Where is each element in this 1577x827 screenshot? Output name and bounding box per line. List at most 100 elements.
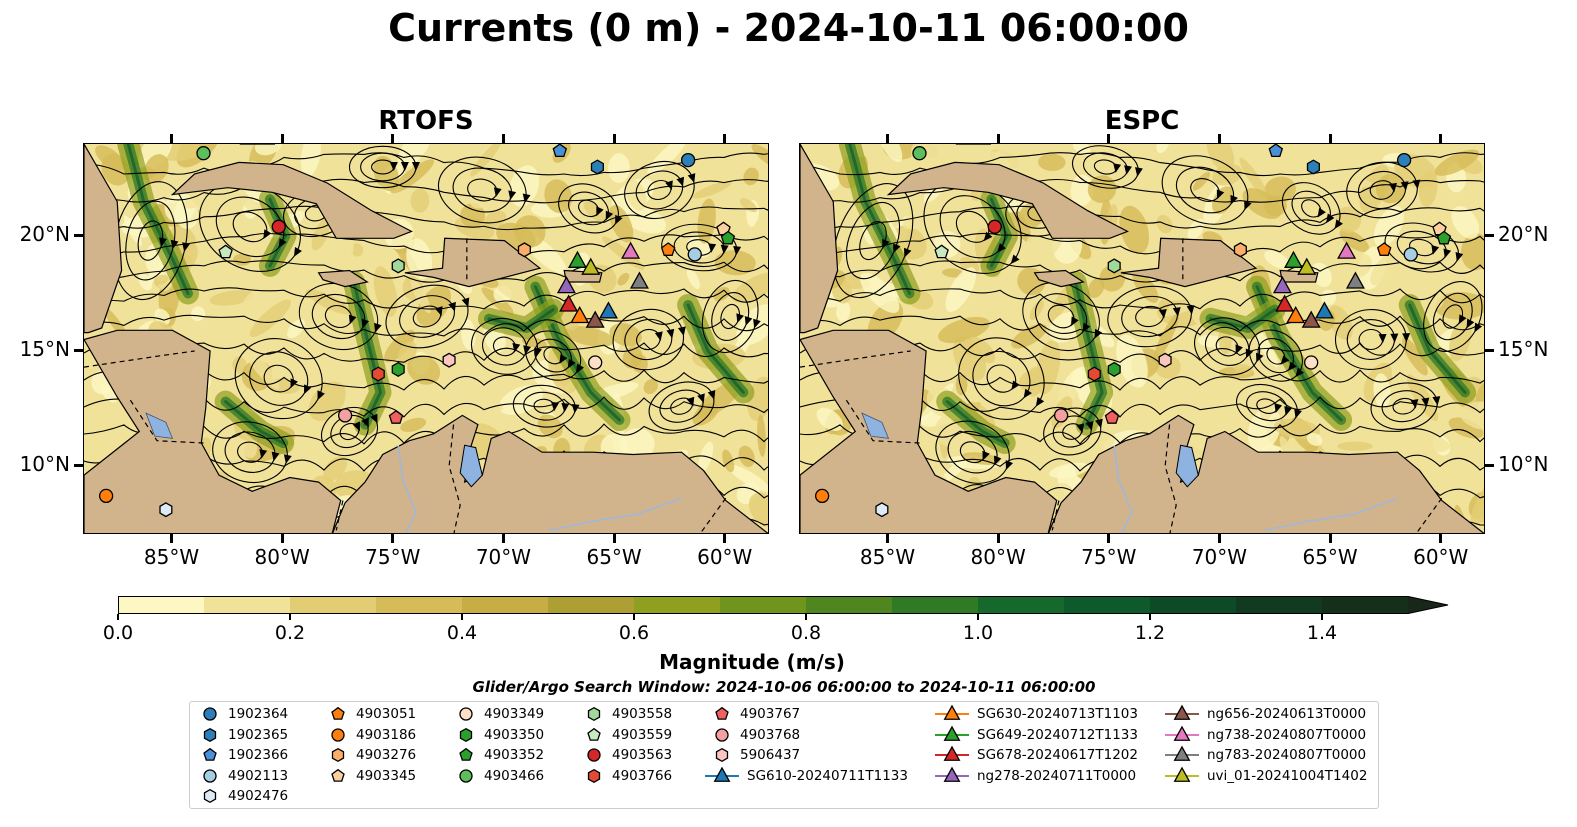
legend-label: 4903352: [484, 747, 545, 763]
x-tick-mark: [886, 534, 890, 543]
legend-marker: [459, 768, 473, 783]
argo-float-marker: [590, 159, 604, 175]
x-tick-mark: [1439, 134, 1443, 143]
glider-legend-icon: [935, 704, 969, 720]
legend-marker: [459, 707, 473, 721]
argo-float-marker: [218, 244, 233, 259]
colorbar-tick-label: 0.0: [102, 622, 134, 644]
x-tick-label: 65°W: [586, 545, 642, 569]
x-tick-mark: [280, 534, 284, 543]
argo-float-marker: [934, 244, 949, 259]
colorbar-segment: [806, 596, 893, 614]
colorbar-tick-mark: [1321, 614, 1323, 620]
x-tick-label: 80°W: [254, 545, 310, 569]
legend-label: ng738-20240807T0000: [1207, 726, 1367, 743]
legend-item: 4903559: [584, 725, 672, 745]
legend: 1902364 1902365 1902366 4902113 4902476 49030…: [189, 701, 1379, 809]
x-tick-mark: [1107, 134, 1111, 143]
x-tick-mark: [170, 534, 174, 543]
y-tick-mark: [1485, 463, 1494, 467]
argo-float-marker: [1107, 258, 1121, 274]
colorbar-tick-label: 0.4: [446, 622, 478, 644]
colorbar-tick-label: 1.2: [1134, 622, 1166, 644]
x-tick-mark: [612, 134, 616, 143]
colorbar-tick-mark: [977, 614, 979, 620]
legend-marker: [331, 768, 345, 782]
colorbar-segment: [1150, 596, 1237, 614]
argo-float-marker: [1306, 159, 1320, 175]
argo-float-marker: [388, 410, 404, 424]
y-tick-mark: [1485, 348, 1494, 352]
legend-item: 4903276: [328, 745, 416, 765]
x-tick-mark: [1439, 534, 1443, 543]
x-tick-mark: [996, 534, 1000, 543]
legend-item: 4903466: [456, 766, 544, 786]
argo-float-marker: [814, 488, 830, 504]
y-tick-label: 10°N: [1498, 452, 1549, 476]
glider-marker: [629, 271, 649, 289]
glider-legend-icon: [1165, 745, 1199, 761]
legend-item: SG649-20240712T1133: [935, 725, 1138, 745]
legend-item: 1902365: [200, 725, 288, 745]
legend-item: 4902113: [200, 766, 288, 786]
legend-item: 4903186: [328, 725, 416, 745]
colorbar-segment: [290, 596, 377, 614]
argo-legend-icon: [331, 747, 345, 763]
colorbar-extend-arrow: [1408, 596, 1448, 614]
legend-marker: [459, 727, 473, 742]
glider-legend-icon: [935, 766, 969, 782]
y-tick-label: 20°N: [1498, 222, 1549, 246]
x-tick-mark: [391, 134, 395, 143]
legend-marker: [587, 727, 601, 741]
legend-marker: [331, 747, 345, 763]
x-tick-label: 85°W: [143, 545, 200, 569]
glider-legend-icon: [935, 745, 969, 761]
colorbar-tick-label: 1.0: [962, 622, 994, 644]
x-tick-label: 60°W: [1413, 545, 1469, 569]
argo-legend-icon: [331, 768, 345, 782]
y-tick-label: 15°N: [19, 337, 70, 361]
legend-marker: [1173, 725, 1191, 741]
x-tick-mark: [1107, 534, 1111, 543]
argo-float-marker: [720, 230, 736, 245]
glider-legend-icon: [1165, 704, 1199, 720]
argo-float-marker: [912, 146, 927, 161]
argo-float-marker: [1107, 361, 1121, 377]
glider-marker: [1301, 310, 1321, 328]
legend-marker: [331, 706, 345, 720]
legend-label: 4903051: [356, 706, 417, 722]
colorbar-segment: [720, 596, 807, 614]
y-tick-mark: [74, 348, 83, 352]
argo-float-marker: [391, 258, 405, 274]
glider-marker: [581, 257, 601, 275]
legend-marker: [1173, 704, 1191, 720]
legend-marker: [587, 706, 601, 722]
x-tick-label: 65°W: [1302, 545, 1358, 569]
argo-legend-icon: [459, 727, 473, 742]
colorbar-segment: [204, 596, 291, 614]
argo-float-marker: [196, 146, 211, 161]
argo-float-marker: [517, 242, 531, 258]
x-tick-mark: [612, 534, 616, 543]
x-tick-label: 70°W: [1191, 545, 1248, 569]
y-tick-mark: [74, 233, 83, 237]
legend-label: ng278-20240711T0000: [977, 767, 1137, 784]
glider-marker: [1345, 271, 1365, 289]
y-tick-label: 10°N: [19, 452, 70, 476]
legend-label: 1902366: [228, 747, 289, 763]
x-tick-mark: [1328, 134, 1332, 143]
legend-label: 4902476: [228, 788, 289, 804]
x-tick-mark: [996, 134, 1000, 143]
legend-label: 4903559: [612, 726, 673, 743]
argo-float-marker: [371, 366, 385, 382]
legend-label: 1902364: [228, 706, 289, 722]
glider-marker: [570, 305, 590, 324]
legend-marker: [203, 727, 217, 742]
map-rtofs: [83, 143, 769, 534]
argo-float-marker: [660, 242, 676, 256]
legend-label: 4903350: [484, 726, 545, 743]
glider-marker: [621, 241, 641, 259]
glider-marker: [598, 301, 618, 319]
y-tick-label: 20°N: [19, 222, 70, 246]
argo-legend-icon: [203, 788, 217, 804]
